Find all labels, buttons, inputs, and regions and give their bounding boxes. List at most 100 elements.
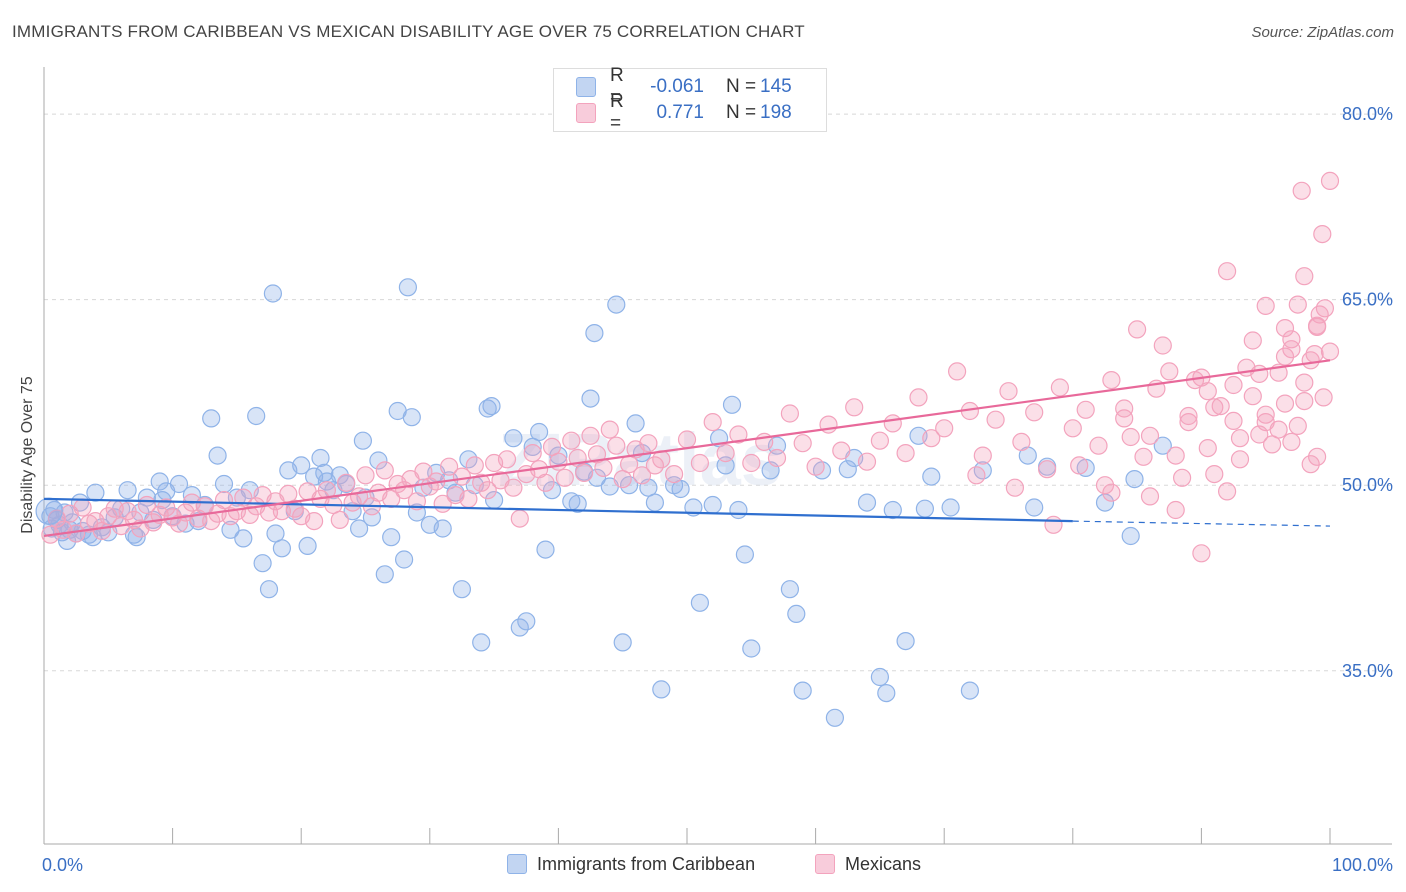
caribbean-point — [247, 406, 266, 426]
mexicans-point — [1230, 450, 1250, 469]
mexicans-point — [1243, 331, 1262, 350]
legend-n-value-caribbean: 145 — [760, 76, 792, 97]
bottom-legend-caribbean: Immigrants from Caribbean — [507, 852, 755, 876]
legend-swatch-caribbean — [576, 77, 596, 97]
mexicans-point — [1044, 515, 1063, 534]
mexicans-point — [452, 467, 471, 486]
mexicans-point — [1313, 225, 1332, 244]
mexicans-point — [73, 498, 92, 517]
mexicans-point — [1275, 347, 1295, 366]
mexicans-point — [1282, 330, 1301, 349]
legend-r-label: R = — [610, 65, 624, 108]
mexicans-point — [677, 430, 697, 449]
caribbean-point — [482, 397, 501, 416]
mexicans-point — [99, 507, 118, 526]
mexicans-point — [1320, 171, 1340, 190]
caribbean-point — [536, 540, 555, 559]
mexicans-point — [562, 431, 581, 450]
x-tick-label: 0.0% — [42, 855, 83, 875]
mexicans-point — [1256, 296, 1275, 315]
mexicans-point — [639, 434, 658, 453]
caribbean-point — [607, 295, 626, 314]
caribbean-point — [169, 474, 189, 494]
mexicans-point — [1205, 465, 1224, 484]
caribbean-point — [35, 497, 63, 525]
caribbean-point — [941, 498, 960, 517]
mexicans-point — [1179, 413, 1198, 432]
mexicans-point — [1307, 316, 1327, 335]
caribbean-point — [452, 580, 471, 599]
mexicans-point — [1295, 392, 1314, 411]
caribbean-point — [1153, 436, 1172, 455]
legend-r-label: R = — [610, 91, 624, 134]
mexicans-point — [1063, 419, 1082, 438]
caribbean-point — [568, 494, 587, 513]
mexicans-point — [574, 463, 594, 482]
mexicans-point — [793, 434, 812, 453]
mexicans-point — [1295, 373, 1314, 392]
mexicans-point — [1314, 388, 1333, 407]
legend-r-value-caribbean: -0.061 — [650, 76, 704, 97]
mexicans-point — [497, 450, 517, 469]
mexicans-point — [845, 398, 864, 417]
mexicans-point — [780, 404, 800, 423]
bottom-legend-swatch-caribbean — [507, 854, 527, 874]
mexicans-point — [986, 410, 1005, 429]
caribbean-point — [127, 528, 146, 547]
mexicans-point — [870, 431, 890, 450]
caribbean-point — [182, 486, 201, 505]
caribbean-point — [742, 639, 761, 658]
caribbean-point — [716, 456, 735, 475]
caribbean-point — [671, 479, 690, 499]
mexicans-point — [1282, 340, 1301, 359]
mexicans-point — [440, 457, 459, 476]
legend-swatch-mexicans — [576, 103, 596, 123]
caribbean-point — [722, 395, 742, 414]
mexicans-point — [935, 419, 954, 438]
mexicans-point — [600, 420, 619, 439]
mexicans-point — [1198, 382, 1217, 401]
caribbean-point — [150, 472, 169, 491]
caribbean-point — [780, 580, 800, 599]
mexicans-point — [716, 444, 735, 463]
caribbean-point — [883, 500, 902, 520]
chart-title: IMMIGRANTS FROM CARIBBEAN VS MEXICAN DIS… — [12, 22, 805, 41]
points-layer — [35, 171, 1340, 727]
mexicans-point — [1305, 345, 1324, 364]
mexicans-point — [1282, 432, 1301, 451]
mexicans-point — [1217, 482, 1237, 501]
caribbean-point — [504, 429, 523, 448]
mexicans-point — [1295, 267, 1314, 286]
mexicans-point — [407, 492, 426, 511]
caribbean-trend-extension — [1072, 520, 1331, 527]
mexicans-point — [1102, 371, 1121, 390]
mexicans-point — [1115, 409, 1134, 428]
legend-n-label: N = — [726, 76, 757, 97]
caribbean-point — [735, 545, 755, 564]
mexicans-point — [594, 458, 613, 477]
tick-labels-layer: 35.0% 50.0% 65.0% 80.0% 0.0% 100.0% — [42, 104, 1393, 875]
mexicans-point — [169, 514, 189, 533]
caribbean-point — [86, 483, 105, 502]
caribbean-point — [353, 431, 372, 450]
mexicans-point — [523, 444, 542, 463]
mexicans-point — [1089, 436, 1108, 455]
caribbean-point — [626, 414, 645, 433]
mexicans-point — [356, 466, 375, 485]
grid-layer — [44, 113, 1392, 672]
bottom-legend-mexicans: Mexicans — [815, 852, 921, 876]
caribbean-point — [613, 633, 632, 652]
caribbean-trend-line — [43, 497, 1073, 523]
mexicans-point — [1025, 403, 1044, 422]
y-tick-label: 80.0% — [1342, 104, 1393, 124]
mexicans-point — [330, 510, 349, 530]
caribbean-point — [253, 554, 272, 573]
mexicans-point — [896, 444, 915, 463]
mexicans-point — [1005, 478, 1025, 497]
y-tick-label: 65.0% — [1342, 290, 1393, 310]
legend-row-mexicans: R = 0.771 N = 198 — [576, 91, 792, 134]
mexicans-point — [214, 491, 234, 510]
mexicans-point — [922, 429, 941, 448]
caribbean-point — [922, 467, 941, 486]
caribbean-point — [915, 499, 935, 518]
